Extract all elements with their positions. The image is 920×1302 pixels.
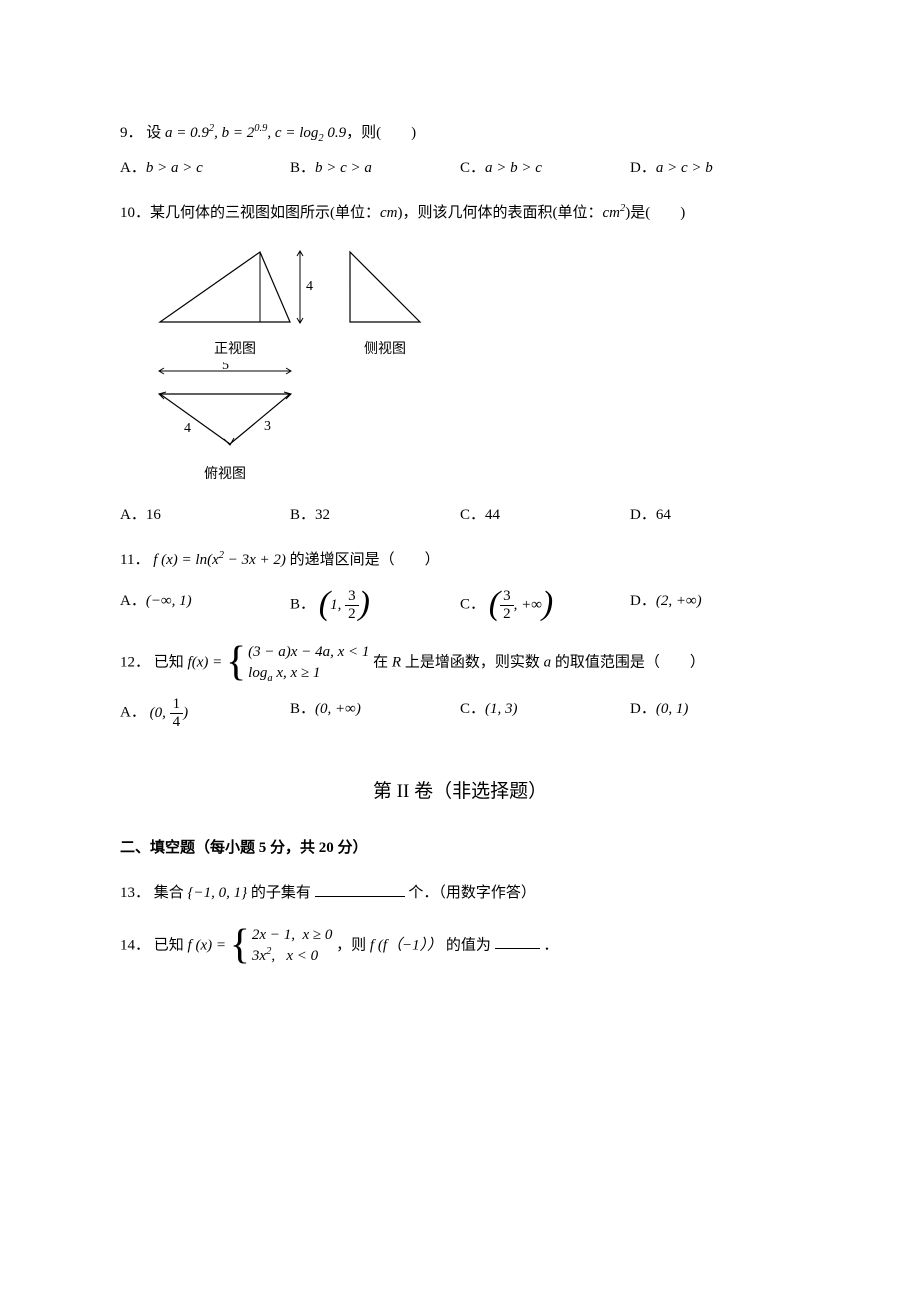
q14-period: ． [543, 937, 558, 953]
q9-options: A．b > a > c B．b > c > a C．a > b > c D．a … [120, 155, 800, 182]
q14-stem-pre: 已知 [154, 937, 184, 953]
q12-number: 12． [120, 655, 150, 671]
q12-c-math: (1, 3) [485, 701, 518, 717]
side-view-svg [345, 242, 425, 337]
front-view-svg: 4 [150, 242, 320, 337]
top-view-label: 俯视图 [150, 462, 300, 487]
q10-stem1: 某几何体的三视图如图所示(单位： [150, 205, 380, 221]
q14-stem-mid: ，则 [336, 937, 366, 953]
q10-option-d: D．64 [630, 502, 800, 529]
question-10: 10．某几何体的三视图如图所示(单位：cm)，则该几何体的表面积(单位：cm2)… [120, 200, 800, 529]
q9-stem-pre: 设 [146, 125, 161, 141]
part2-header: 二、填空题（每小题 5 分，共 20 分） [120, 835, 800, 862]
q11-option-c: C． (32, +∞) [460, 588, 630, 622]
q10-unit2: cm2 [603, 205, 626, 221]
q14-number: 14． [120, 937, 150, 953]
q13-set: {−1, 0, 1} [188, 885, 248, 901]
q11-options: A．(−∞, 1) B． (1, 32) C． (32, +∞) D．(2, +… [120, 588, 800, 622]
dim-5-row: 5 [150, 362, 800, 380]
q9-d-math: a > c > b [656, 160, 713, 176]
q12-stem-post: 上是增函数，则实数 [405, 655, 540, 671]
q12-stem-pre: 已知 [154, 655, 184, 671]
q10-stem2: )，则该几何体的表面积(单位： [398, 205, 603, 221]
q12-a: a [544, 655, 552, 671]
q12-option-d: D．(0, 1) [630, 696, 800, 730]
q12-stem-mid: 在 [373, 655, 388, 671]
q12-b-math: (0, +∞) [315, 701, 361, 717]
front-view-label: 正视图 [150, 337, 320, 362]
top-view: 4 3 俯视图 [150, 382, 800, 487]
question-9: 9． 设 a = 0.92, b = 20.9, c = log2 0.9，则(… [120, 120, 800, 182]
q13-number: 13． [120, 885, 150, 901]
q9-number: 9． [120, 125, 143, 141]
q9-option-c: C．a > b > c [460, 155, 630, 182]
front-view: 4 正视图 [150, 242, 320, 362]
q14-case1: 2x − 1, x ≥ 0 [252, 925, 332, 946]
q13-stem-mid: 的子集有 [251, 885, 311, 901]
q14-stem-post: 的值为 [446, 937, 491, 953]
q10-option-b: B．32 [290, 502, 460, 529]
q12-f: f(x) = [188, 655, 226, 671]
question-11: 11． f (x) = ln(x2 − 3x + 2) 的递增区间是（ ） A．… [120, 547, 800, 622]
q12-stem-end: 的取值范围是（ ） [555, 655, 705, 671]
q12-a-math: (0, 14) [150, 705, 189, 721]
q10-option-a: A．16 [120, 502, 290, 529]
q9-b-math: b > c > a [315, 160, 372, 176]
q11-number: 11． [120, 552, 149, 568]
q14-ff: f (f（−1）） [370, 937, 442, 953]
dim-4h: 4 [306, 279, 313, 294]
q11-option-d: D．(2, +∞) [630, 588, 800, 622]
section2-title: 第 II 卷（非选择题） [120, 775, 800, 809]
q9-c-math: a > b > c [485, 160, 542, 176]
q10-option-c: C．44 [460, 502, 630, 529]
q9-a-math: b > a > c [146, 160, 203, 176]
q10-number: 10． [120, 205, 150, 221]
q14-f: f (x) = [188, 937, 230, 953]
question-13: 13． 集合 {−1, 0, 1} 的子集有 个．（用数字作答） [120, 880, 800, 907]
q11-expr: f (x) = ln(x2 − 3x + 2) [153, 552, 286, 568]
q9-stem-post: ，则( ) [346, 125, 416, 141]
q12-case2: loga x, x ≥ 1 [248, 663, 369, 684]
q10-options: A．16 B．32 C．44 D．64 [120, 502, 800, 529]
q11-stem: 的递增区间是（ ） [290, 552, 440, 568]
q12-cases: { (3 − a)x − 4a, x < 1 loga x, x ≥ 1 [226, 642, 369, 684]
side-view: 侧视图 [345, 242, 425, 362]
q11-d-math: (2, +∞) [656, 593, 702, 609]
q12-option-b: B．(0, +∞) [290, 696, 460, 730]
side-view-label: 侧视图 [345, 337, 425, 362]
q11-c-math: (32, +∞) [489, 597, 553, 613]
q10-figure: 4 正视图 侧视图 5 [150, 242, 800, 487]
q11-b-math: (1, 32) [319, 597, 370, 613]
q12-case1: (3 − a)x − 4a, x < 1 [248, 642, 369, 663]
dim-5: 5 [222, 362, 229, 373]
q9-option-d: D．a > c > b [630, 155, 800, 182]
q10-stem3: )是( ) [625, 205, 685, 221]
dim-3: 3 [264, 419, 271, 434]
question-14: 14． 已知 f (x) = { 2x − 1, x ≥ 0 3x2, x < … [120, 925, 800, 967]
q11-a-math: (−∞, 1) [146, 593, 192, 609]
q14-cases: { 2x − 1, x ≥ 0 3x2, x < 0 [230, 925, 333, 967]
q14-blank [495, 933, 540, 950]
q13-stem-pre: 集合 [154, 885, 184, 901]
q14-case2: 3x2, x < 0 [252, 946, 332, 967]
dim-4: 4 [184, 421, 191, 436]
q12-R: R [392, 655, 401, 671]
q12-d-math: (0, 1) [656, 701, 689, 717]
question-12: 12． 已知 f(x) = { (3 − a)x − 4a, x < 1 log… [120, 642, 800, 730]
q9-option-b: B．b > c > a [290, 155, 460, 182]
q12-options: A． (0, 14) B．(0, +∞) C．(1, 3) D．(0, 1) [120, 696, 800, 730]
q9-option-a: A．b > a > c [120, 155, 290, 182]
q9-expr: a = 0.92, b = 20.9, c = log2 0.9 [165, 125, 346, 141]
q12-option-c: C．(1, 3) [460, 696, 630, 730]
q11-option-a: A．(−∞, 1) [120, 588, 290, 622]
q10-unit1: cm [380, 205, 398, 221]
dim-5-svg: 5 [150, 362, 320, 380]
top-view-svg: 4 3 [150, 382, 320, 462]
q11-option-b: B． (1, 32) [290, 588, 460, 622]
q13-stem-post: 个．（用数字作答） [408, 885, 536, 901]
q12-option-a: A． (0, 14) [120, 696, 290, 730]
q13-blank [315, 880, 405, 897]
